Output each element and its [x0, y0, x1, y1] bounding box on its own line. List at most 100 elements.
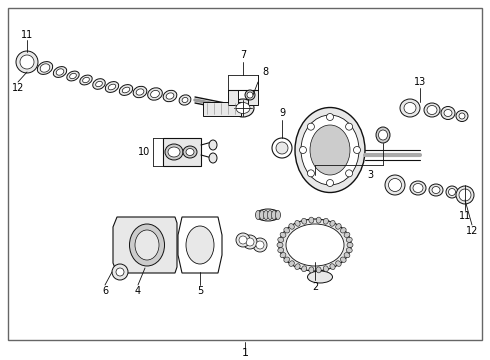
Ellipse shape	[284, 257, 290, 262]
Ellipse shape	[119, 85, 133, 95]
Ellipse shape	[309, 267, 314, 273]
Text: 7: 7	[240, 50, 246, 60]
Ellipse shape	[272, 138, 292, 158]
Ellipse shape	[400, 99, 420, 117]
Ellipse shape	[243, 235, 257, 249]
Ellipse shape	[20, 55, 34, 69]
Ellipse shape	[135, 230, 159, 260]
Circle shape	[112, 264, 128, 280]
Text: 2: 2	[312, 282, 318, 292]
Bar	[203, 102, 241, 116]
Ellipse shape	[105, 82, 119, 93]
Ellipse shape	[236, 233, 250, 247]
Ellipse shape	[247, 92, 253, 98]
Ellipse shape	[278, 248, 284, 253]
Ellipse shape	[427, 105, 437, 114]
Ellipse shape	[256, 241, 264, 249]
Ellipse shape	[346, 237, 352, 242]
Ellipse shape	[93, 79, 105, 89]
Ellipse shape	[83, 77, 89, 83]
Ellipse shape	[308, 271, 333, 283]
Bar	[228, 90, 238, 105]
Ellipse shape	[344, 232, 350, 238]
Text: 8: 8	[262, 67, 268, 77]
Circle shape	[307, 170, 315, 177]
Ellipse shape	[302, 218, 307, 224]
Text: 9: 9	[279, 108, 285, 118]
Ellipse shape	[209, 153, 217, 163]
Ellipse shape	[245, 90, 255, 100]
Text: 5: 5	[197, 286, 203, 296]
Ellipse shape	[278, 237, 284, 242]
Ellipse shape	[316, 217, 321, 223]
Ellipse shape	[168, 147, 180, 157]
Ellipse shape	[336, 224, 341, 229]
Ellipse shape	[80, 75, 92, 85]
Circle shape	[326, 113, 334, 121]
Ellipse shape	[255, 211, 261, 220]
Text: 4: 4	[135, 286, 141, 296]
Ellipse shape	[179, 95, 191, 105]
Ellipse shape	[376, 127, 390, 143]
Ellipse shape	[336, 261, 341, 266]
Ellipse shape	[96, 81, 102, 87]
Ellipse shape	[40, 64, 50, 72]
Ellipse shape	[323, 218, 328, 224]
Ellipse shape	[209, 140, 217, 150]
Ellipse shape	[260, 211, 265, 220]
Ellipse shape	[346, 248, 352, 253]
Text: 12: 12	[466, 226, 478, 236]
Ellipse shape	[429, 184, 443, 196]
Ellipse shape	[232, 99, 254, 117]
Ellipse shape	[295, 108, 365, 193]
Ellipse shape	[330, 220, 335, 226]
Ellipse shape	[256, 209, 280, 221]
Ellipse shape	[456, 111, 468, 122]
Ellipse shape	[280, 253, 286, 258]
Text: 12: 12	[12, 83, 24, 93]
Ellipse shape	[389, 179, 401, 192]
Circle shape	[326, 180, 334, 186]
Ellipse shape	[289, 261, 294, 266]
Ellipse shape	[166, 93, 174, 99]
Ellipse shape	[53, 67, 67, 77]
Polygon shape	[178, 217, 222, 273]
Circle shape	[307, 123, 315, 130]
Ellipse shape	[295, 264, 300, 270]
Ellipse shape	[277, 243, 283, 248]
Ellipse shape	[448, 189, 456, 195]
Ellipse shape	[165, 144, 183, 160]
Ellipse shape	[444, 109, 452, 117]
Text: 1: 1	[242, 348, 248, 358]
Ellipse shape	[133, 86, 147, 98]
Ellipse shape	[147, 88, 162, 100]
Bar	[163, 138, 201, 166]
Ellipse shape	[341, 228, 346, 233]
Text: 6: 6	[102, 286, 108, 296]
Text: 10: 10	[138, 147, 150, 157]
Ellipse shape	[67, 71, 79, 81]
Ellipse shape	[302, 266, 307, 272]
Ellipse shape	[295, 220, 300, 226]
Ellipse shape	[289, 224, 294, 229]
Ellipse shape	[378, 130, 388, 140]
Ellipse shape	[239, 236, 247, 244]
Polygon shape	[113, 217, 177, 273]
Circle shape	[116, 268, 124, 276]
Circle shape	[345, 170, 353, 177]
Ellipse shape	[341, 257, 346, 262]
Ellipse shape	[310, 125, 350, 175]
Ellipse shape	[432, 186, 440, 194]
Ellipse shape	[456, 186, 474, 204]
Circle shape	[353, 147, 361, 153]
Circle shape	[299, 147, 307, 153]
Ellipse shape	[271, 211, 276, 220]
Text: 13: 13	[414, 77, 426, 87]
Ellipse shape	[236, 103, 250, 113]
Ellipse shape	[309, 217, 314, 223]
Ellipse shape	[404, 103, 416, 113]
Ellipse shape	[410, 181, 426, 195]
Ellipse shape	[441, 107, 455, 120]
Ellipse shape	[136, 89, 144, 95]
Ellipse shape	[183, 146, 197, 158]
